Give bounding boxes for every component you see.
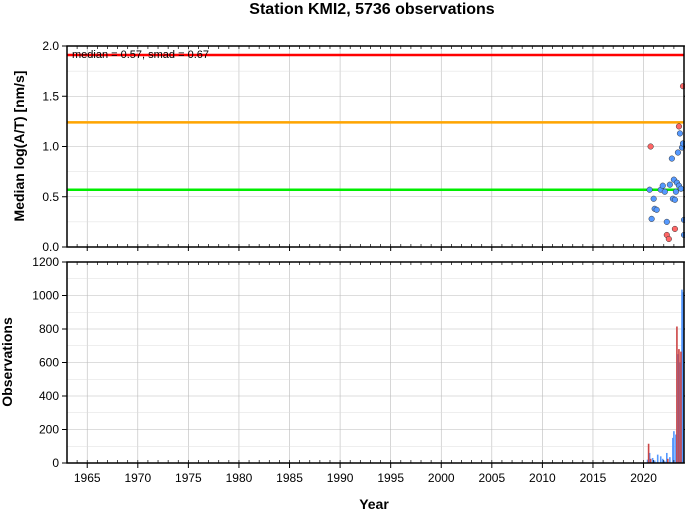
scatter-point (663, 218, 670, 225)
top-grid (67, 45, 684, 248)
bottom-x-tick-label: 1970 (124, 471, 151, 485)
bottom-x-tick-label: 2005 (478, 471, 505, 485)
bottom-x-tick-label: 1990 (327, 471, 354, 485)
bottom-y-tick-label: 200 (39, 423, 59, 437)
bottom-y-tick-label: 1200 (32, 255, 59, 269)
scatter-point (677, 185, 685, 192)
top-y-tick-label: 1.0 (42, 140, 59, 154)
top-scatter-points (646, 83, 685, 243)
scatter-point (671, 225, 678, 232)
bottom-grid (67, 261, 684, 464)
bottom-y-tick-label: 400 (39, 389, 59, 403)
scatter-point (676, 130, 684, 137)
scatter-point (661, 188, 668, 195)
bottom-y-axis-label: Observations (0, 317, 15, 407)
bottom-y-ticks: 0 200 400 600 800 1000 1200 (32, 255, 685, 470)
bottom-x-tick-label: 2010 (529, 471, 556, 485)
top-reference-lines (67, 53, 684, 191)
top-y-tick-label: 0.5 (42, 190, 59, 204)
bottom-x-tick-label: 1980 (226, 471, 253, 485)
top-panel: 0.0 0.5 1.0 1.5 2.0 median = 0.57, smad = 0.… (11, 39, 685, 254)
scatter-point (648, 215, 655, 222)
scatter-point (646, 186, 653, 193)
bottom-y-tick-label: 800 (39, 322, 59, 336)
bottom-x-tick-label: 1965 (74, 471, 101, 485)
scatter-point (647, 143, 654, 150)
bottom-x-tick-label: 1985 (276, 471, 303, 485)
bottom-y-tick-label: 0 (52, 456, 59, 470)
bottom-x-tick-label: 2020 (630, 471, 657, 485)
scatter-point (671, 196, 678, 203)
top-y-tick-label: 2.0 (42, 39, 59, 53)
scatter-point (672, 188, 679, 195)
bottom-x-tick-label: 1975 (175, 471, 202, 485)
scatter-point (668, 155, 675, 162)
scatter-point (666, 181, 673, 188)
bottom-y-tick-label: 1000 (32, 289, 59, 303)
bottom-bars (646, 289, 684, 463)
scatter-point (675, 123, 682, 130)
bottom-x-tick-label: 2015 (580, 471, 607, 485)
top-y-ticks: 0.0 0.5 1.0 1.5 2.0 (42, 39, 685, 254)
scatter-point (674, 149, 681, 156)
x-axis-label: Year (359, 496, 389, 511)
top-y-axis-label: Median log(A/T) [nm/s] (11, 71, 27, 222)
scatter-point (665, 235, 672, 243)
scatter-point (653, 206, 660, 213)
chart-title: Station KMI2, 5736 observations (249, 1, 495, 18)
top-y-tick-label: 1.5 (42, 89, 59, 103)
bottom-x-ticks: 1965 1970 1975 1980 1985 1990 1995 2000 2005 2010… (66, 262, 685, 485)
top-annotation: median = 0.57, smad = 0.67 (72, 49, 209, 61)
scatter-point (650, 195, 657, 202)
scatter-point (659, 182, 666, 189)
bottom-y-tick-label: 600 (39, 356, 59, 370)
top-y-tick-label: 0.0 (42, 240, 59, 254)
bottom-x-tick-label: 2000 (428, 471, 455, 485)
top-x-ticks (66, 46, 685, 251)
bottom-x-tick-label: 1995 (377, 471, 404, 485)
